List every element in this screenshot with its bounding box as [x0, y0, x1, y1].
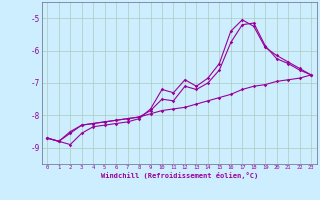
X-axis label: Windchill (Refroidissement éolien,°C): Windchill (Refroidissement éolien,°C): [100, 172, 258, 179]
